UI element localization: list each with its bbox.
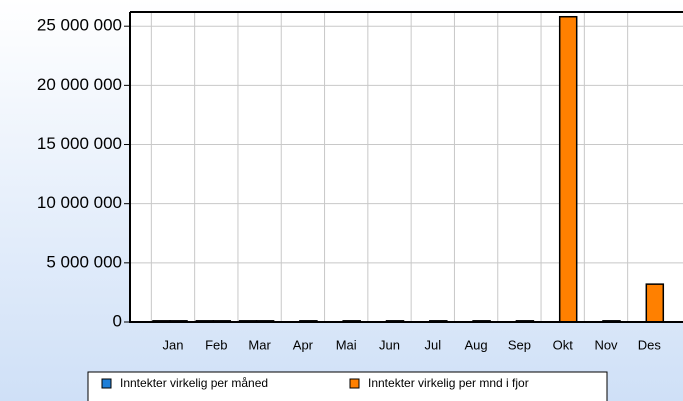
x-tick-label: Nov [594, 337, 618, 352]
y-tick-label: 0 [113, 311, 122, 330]
x-tick-label: Des [638, 337, 662, 352]
plot-area [130, 12, 683, 322]
x-tick-label: Apr [293, 337, 314, 352]
legend-swatch [349, 378, 360, 389]
y-tick-label: 5 000 000 [46, 252, 122, 271]
legend [87, 371, 608, 401]
x-tick-label: Jan [163, 337, 184, 352]
y-tick-label: 25 000 000 [37, 16, 122, 35]
y-tick-label: 10 000 000 [37, 193, 122, 212]
legend-swatch [101, 378, 112, 389]
x-tick-label: Okt [553, 337, 574, 352]
x-tick-label: Feb [205, 337, 227, 352]
bar [558, 15, 578, 323]
legend-label: Inntekter virkelig per måned [120, 376, 268, 390]
x-tick-label: Mar [248, 337, 271, 352]
bar [645, 283, 665, 323]
y-tick-label: 15 000 000 [37, 134, 122, 153]
y-tick-label: 20 000 000 [37, 75, 122, 94]
legend-label: Inntekter virkelig per mnd i fjor [368, 376, 529, 390]
x-tick-label: Jun [379, 337, 400, 352]
x-tick-label: Mai [336, 337, 357, 352]
x-tick-label: Jul [424, 337, 441, 352]
x-tick-label: Aug [465, 337, 488, 352]
x-tick-label: Sep [508, 337, 531, 352]
